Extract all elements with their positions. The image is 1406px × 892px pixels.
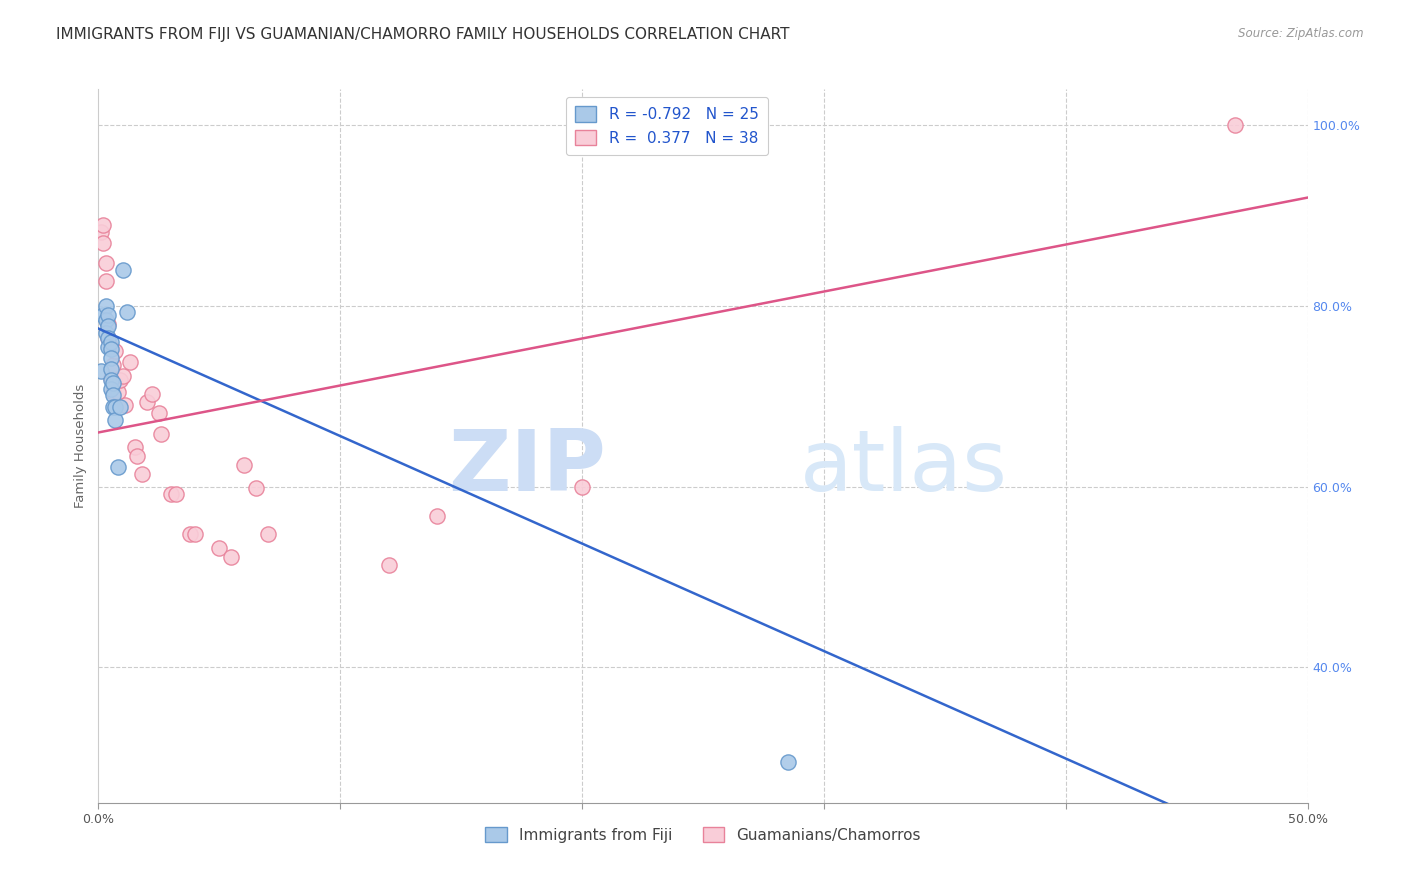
Point (97, 330, 120, 344)
Point (108, 400, 131, 414)
Point (127, 449, 149, 463)
Point (101, 400, 124, 414)
Point (256, 526, 278, 541)
Point (97, 317, 120, 331)
Point (221, 550, 243, 565)
Point (101, 384, 124, 399)
Point (94, 299, 117, 313)
Point (179, 526, 201, 541)
Point (100, 382, 122, 396)
Point (148, 406, 170, 420)
Legend: Immigrants from Fiji, Guamanians/Chamorros: Immigrants from Fiji, Guamanians/Chamorr… (479, 821, 927, 848)
Point (94, 255, 117, 269)
Point (131, 467, 153, 481)
Point (150, 427, 173, 442)
Point (118, 355, 141, 369)
Point (108, 373, 131, 387)
Point (104, 344, 127, 359)
Point (97, 340, 120, 354)
Point (124, 440, 146, 454)
Text: ZIP: ZIP (449, 425, 606, 509)
Point (94, 312, 117, 326)
Point (100, 371, 122, 385)
Point (91, 218, 114, 232)
Point (90, 225, 112, 239)
Point (776, 755, 799, 769)
Point (97, 330, 120, 344)
Y-axis label: Family Households: Family Households (75, 384, 87, 508)
Point (245, 482, 267, 496)
Point (104, 376, 127, 390)
Point (1223, 119, 1246, 133)
Point (104, 400, 127, 414)
Point (100, 343, 122, 357)
Point (135, 394, 157, 409)
Point (100, 351, 122, 366)
Point (100, 373, 122, 387)
Point (107, 459, 129, 474)
Point (101, 358, 124, 372)
Point (117, 305, 139, 319)
Point (111, 263, 134, 277)
Text: atlas: atlas (800, 425, 1008, 509)
Point (141, 386, 163, 401)
Point (104, 413, 127, 427)
Point (426, 508, 449, 523)
Point (114, 398, 136, 412)
Point (107, 384, 129, 399)
Point (97, 318, 120, 333)
Point (91, 235, 114, 250)
Point (101, 376, 124, 390)
Point (94, 274, 117, 288)
Point (160, 487, 183, 501)
Point (111, 369, 134, 384)
Point (208, 541, 231, 555)
Point (100, 340, 122, 354)
Point (97, 308, 120, 322)
Point (91, 308, 114, 322)
Point (90, 364, 112, 378)
Point (101, 387, 124, 401)
Point (184, 526, 207, 541)
Point (100, 362, 122, 376)
Point (232, 458, 254, 472)
Point (377, 558, 399, 573)
Point (165, 487, 187, 501)
Point (571, 480, 593, 494)
Point (100, 335, 122, 350)
Text: Source: ZipAtlas.com: Source: ZipAtlas.com (1239, 27, 1364, 40)
Text: IMMIGRANTS FROM FIJI VS GUAMANIAN/CHAMORRO FAMILY HOUSEHOLDS CORRELATION CHART: IMMIGRANTS FROM FIJI VS GUAMANIAN/CHAMOR… (56, 27, 790, 42)
Point (94, 326, 117, 340)
